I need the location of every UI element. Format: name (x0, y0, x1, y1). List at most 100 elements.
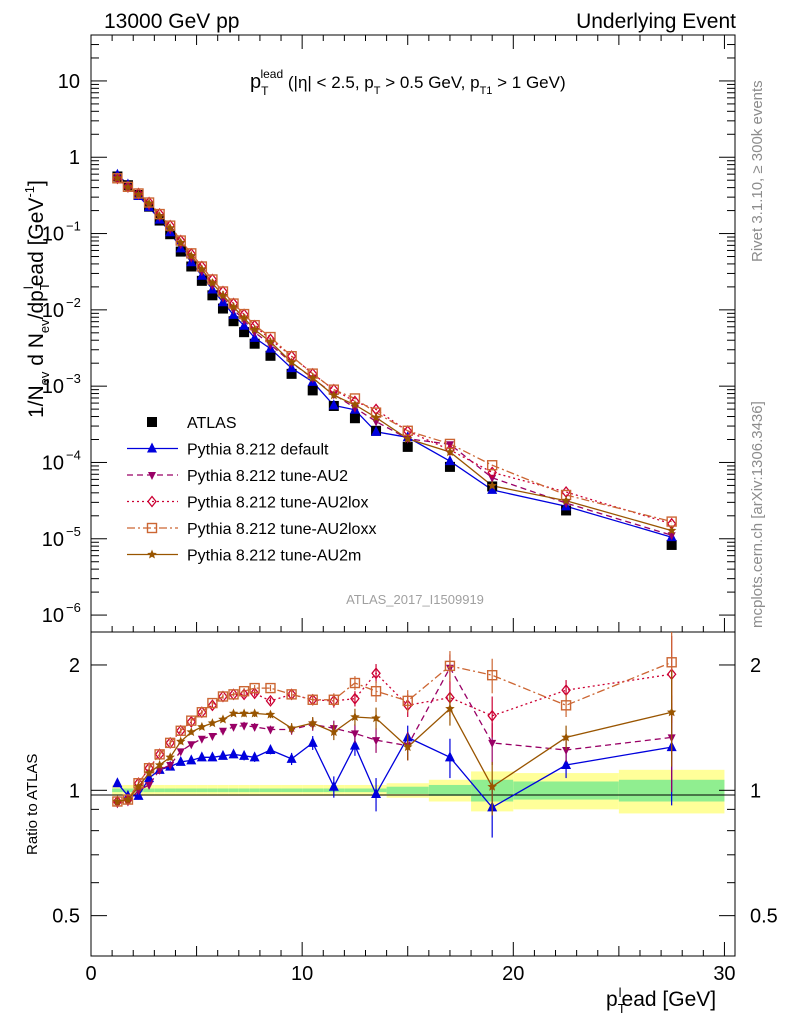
plot-title-sup: lead (260, 67, 283, 81)
stat-uncertainty-band (154, 788, 165, 793)
atlas-data-point (239, 327, 250, 338)
stat-uncertainty-band (386, 786, 429, 794)
stat-uncertainty-band (228, 788, 239, 793)
ylabel-T: T (37, 282, 52, 290)
main-series-point (371, 412, 381, 422)
ratio-series-point (265, 743, 276, 754)
ratio-series-point (239, 688, 249, 701)
ylabel-part1: 1/N (25, 385, 48, 418)
ratio-series-point (561, 759, 572, 770)
legend-marker (147, 549, 157, 559)
ratio-series-point (123, 794, 133, 804)
stat-uncertainty-band (207, 788, 218, 793)
y-tick-exponent: −4 (66, 447, 81, 462)
main-series-point (487, 483, 498, 494)
ratio-series-point (175, 755, 186, 766)
ratio-y-axis-label: Ratio to ATLAS (24, 754, 41, 855)
ratio-series-point (371, 787, 382, 798)
ratio-series-point (238, 685, 250, 697)
rivet-label: Rivet 3.1.10, ≥ 300k events (749, 80, 766, 262)
stat-uncertainty-band (217, 788, 229, 793)
ratio-series-point (196, 751, 207, 762)
main-series-point (265, 336, 276, 346)
ratio-series-point (208, 733, 217, 742)
analysis-label: ATLAS_2017_I1509919 (346, 592, 484, 607)
ylabel-exp: -1 (22, 186, 37, 198)
ratio-series-point (112, 796, 123, 806)
ratio-series-point (249, 682, 260, 694)
ratio-series-point (228, 708, 239, 718)
ylabel-part2: d N (25, 333, 48, 372)
legend-label: Pythia 8.212 tune-AU2 (187, 468, 348, 485)
ratio-series-point (350, 692, 360, 705)
main-series-point (207, 278, 218, 287)
legend-label: Pythia 8.212 tune-AU2lox (187, 495, 368, 512)
ratio-series-point (371, 713, 381, 723)
ratio-series-point (249, 708, 260, 718)
ylabel-part4: ead [GeV (25, 198, 48, 287)
main-series-point (487, 480, 497, 490)
header-left: 13000 GeV pp (104, 10, 239, 33)
ratio-series-point (666, 707, 677, 717)
legend-label: Pythia 8.212 tune-AU2m (187, 548, 361, 565)
y-tick-label: 10 (42, 224, 64, 246)
ratio-series-point (307, 736, 318, 747)
mcplots-label: mcplots.cern.ch [arXiv:1306.3436] (749, 401, 766, 628)
main-series-point (667, 532, 676, 541)
main-panel-frame (90, 34, 736, 633)
y-tick-exponent: −2 (66, 295, 81, 310)
y-tick-label: 1 (69, 147, 80, 169)
main-series-point (122, 181, 134, 192)
ratio-series-point (350, 730, 359, 739)
ratio-series-point (112, 777, 123, 788)
y-tick-exponent: −3 (66, 371, 81, 386)
ratio-series-point (249, 687, 260, 700)
atlas-data-point (228, 316, 239, 327)
ratio-series-point (239, 708, 249, 718)
ratio-y-tick-label-right: 1 (750, 780, 761, 802)
stat-uncertainty-band (186, 788, 197, 793)
atlas-data-point (666, 539, 677, 550)
ratio-series-point (197, 721, 207, 731)
ratio-series-point (561, 732, 571, 742)
ratio-series-point (445, 703, 455, 713)
legend-label: Pythia 8.212 default (187, 442, 329, 459)
atlas-data-point (207, 290, 218, 301)
ratio-series-point (218, 714, 228, 724)
stat-uncertainty-band (249, 788, 260, 793)
ratio-series-point (186, 715, 197, 728)
main-series-point (112, 173, 123, 183)
y-tick-label: 10 (42, 452, 64, 474)
main-series-point (488, 474, 497, 483)
main-series-point (666, 525, 677, 535)
main-series-point (444, 455, 455, 466)
ratio-series-point (286, 752, 297, 763)
ratio-series-point (349, 739, 360, 750)
y-tick-label: 10 (42, 376, 64, 398)
ratio-series-point (265, 709, 276, 719)
ylabel-close: ] (25, 180, 48, 186)
main-series-point (265, 333, 276, 346)
ratio-series-point (239, 749, 250, 760)
main-series-point (239, 313, 249, 323)
ratio-series-point (144, 768, 154, 778)
main-series-point (133, 189, 144, 199)
ratio-series-point (487, 781, 497, 791)
stat-uncertainty-band (302, 788, 324, 793)
legend-label: ATLAS (187, 415, 237, 432)
ratio-series-point (207, 751, 218, 762)
main-series-point (487, 466, 498, 479)
legend-marker (146, 522, 158, 534)
legend: ATLAS Pythia 8.212 default Pythia 8.212 tu… (127, 415, 376, 565)
main-series-point (133, 188, 144, 199)
ratio-series-point (165, 752, 175, 762)
main-series-point (165, 223, 175, 233)
ratio-series-point (145, 781, 154, 790)
legend-marker (148, 472, 156, 480)
stat-uncertainty-band (175, 788, 187, 793)
main-series-point (154, 208, 165, 220)
ratio-series-point (329, 727, 339, 737)
legend-marker (147, 442, 157, 453)
ratio-series-point (175, 725, 186, 736)
